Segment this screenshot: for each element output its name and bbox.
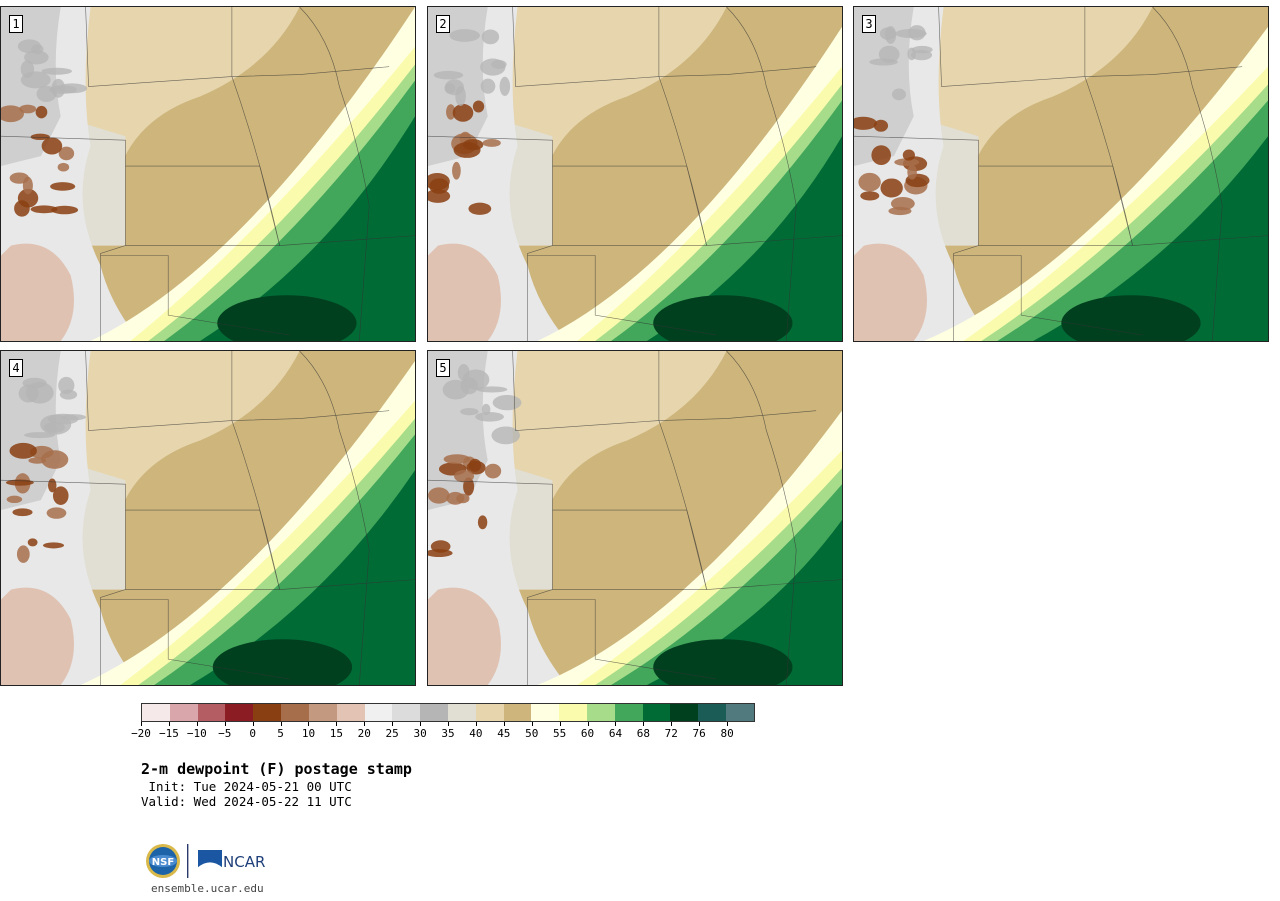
colorbar-segment xyxy=(225,704,254,721)
colorbar-tick xyxy=(252,722,254,726)
colorbar-segment xyxy=(475,704,504,721)
colorbar-tick xyxy=(699,722,701,726)
colorbar-segment xyxy=(197,704,226,721)
member-label: 1 xyxy=(9,15,23,33)
colorbar-segment xyxy=(447,704,476,721)
colorbar-segment xyxy=(169,704,198,721)
colorbar-segment xyxy=(142,704,170,721)
colorbar-tick-label: 80 xyxy=(720,727,734,740)
colorbar-segment xyxy=(531,704,560,721)
ncar-logo-text: NCAR xyxy=(223,853,265,871)
member-panel-4[interactable]: 4 xyxy=(0,350,416,686)
colorbar-tick xyxy=(420,722,422,726)
member-label: 3 xyxy=(862,15,876,33)
colorbar-tick xyxy=(531,722,533,726)
ncar-logo-icon: NCAR xyxy=(197,850,265,871)
colorbar-tick-label: −20 xyxy=(131,727,151,740)
colorbar-tick-label: 50 xyxy=(525,727,539,740)
colorbar-tick-label: 25 xyxy=(385,727,399,740)
colorbar-segment xyxy=(336,704,365,721)
colorbar-tick xyxy=(448,722,449,726)
colorbar-tick xyxy=(643,722,645,726)
member-panel-3[interactable]: 3 xyxy=(853,6,1269,342)
dewpoint-map xyxy=(1,351,415,685)
colorbar-tick-label: 10 xyxy=(301,727,316,740)
colorbar-tick-label: 40 xyxy=(469,727,483,740)
colorbar-segment xyxy=(698,704,727,721)
colorbar-tick xyxy=(141,722,142,726)
colorbar-tick xyxy=(224,722,226,726)
colorbar-segment xyxy=(281,704,309,721)
colorbar xyxy=(141,703,755,722)
colorbar-tick xyxy=(364,722,366,726)
colorbar-tick-label: 20 xyxy=(357,727,371,740)
colorbar-segment xyxy=(670,704,699,721)
site-url: ensemble.ucar.edu xyxy=(151,882,264,895)
colorbar-tick-label: 45 xyxy=(497,727,511,740)
colorbar-tick xyxy=(727,722,729,726)
colorbar-tick xyxy=(559,722,561,726)
colorbar-tick xyxy=(308,722,310,726)
colorbar-tick-label: −10 xyxy=(186,727,207,740)
colorbar-segment xyxy=(559,704,587,721)
colorbar-tick-label: −5 xyxy=(218,727,232,740)
colorbar-tick xyxy=(280,722,282,726)
colorbar-tick-label: 64 xyxy=(608,727,623,740)
member-panel-1[interactable]: 1 xyxy=(0,6,416,342)
nsf-logo-icon: NSF xyxy=(146,844,180,878)
init-time: Init: Tue 2024-05-21 00 UTC xyxy=(141,779,352,794)
colorbar-tick-label: 60 xyxy=(580,727,595,740)
colorbar-tick-label: 72 xyxy=(664,727,678,740)
member-panel-2[interactable]: 2 xyxy=(427,6,843,342)
colorbar-tick xyxy=(475,722,477,726)
dewpoint-map xyxy=(854,7,1268,341)
colorbar-tick xyxy=(615,722,617,726)
colorbar-tick xyxy=(503,722,505,726)
member-panel-5[interactable]: 5 xyxy=(427,350,843,686)
colorbar-tick-label: 35 xyxy=(441,727,455,740)
colorbar-segment xyxy=(503,704,532,721)
colorbar-segment xyxy=(253,704,282,721)
dewpoint-map xyxy=(428,7,842,341)
colorbar-segment xyxy=(308,704,337,721)
colorbar-tick-label: 5 xyxy=(277,727,284,740)
colorbar-tick-label: −15 xyxy=(158,727,179,740)
colorbar-tick-label: 30 xyxy=(413,727,427,740)
colorbar-segment xyxy=(614,704,643,721)
colorbar-tick xyxy=(196,722,198,726)
colorbar-tick xyxy=(587,722,589,726)
colorbar-tick-label: 0 xyxy=(249,727,256,740)
chart-title: 2-m dewpoint (F) postage stamp xyxy=(141,760,412,778)
colorbar-tick-label: 55 xyxy=(553,727,567,740)
colorbar-ticks: −20 −15 −10 −5 0 5 10 15 20 25 30 35 40 45 50 55 60 64 68 7… xyxy=(131,722,755,740)
member-label: 4 xyxy=(9,359,23,377)
colorbar-tick xyxy=(168,722,170,726)
colorbar-tick-label: 76 xyxy=(692,727,706,740)
valid-time: Valid: Wed 2024-05-22 11 UTC xyxy=(141,794,352,809)
colorbar-tick xyxy=(336,722,338,726)
colorbar-tick xyxy=(392,722,394,726)
colorbar-segment xyxy=(392,704,421,721)
dewpoint-map xyxy=(1,7,415,341)
colorbar-segment xyxy=(642,704,671,721)
colorbar-tick xyxy=(671,722,673,726)
nsf-logo-text: NSF xyxy=(152,857,174,868)
member-label: 5 xyxy=(436,359,450,377)
dewpoint-map xyxy=(428,351,842,685)
colorbar-segment xyxy=(364,704,393,721)
colorbar-segment xyxy=(587,704,615,721)
colorbar-segment xyxy=(726,704,754,721)
colorbar-tick-label: 15 xyxy=(329,727,343,740)
colorbar-tick-label: 68 xyxy=(636,727,650,740)
member-label: 2 xyxy=(436,15,450,33)
logos: NSF NCAR xyxy=(146,844,265,878)
colorbar-segment xyxy=(420,704,448,721)
